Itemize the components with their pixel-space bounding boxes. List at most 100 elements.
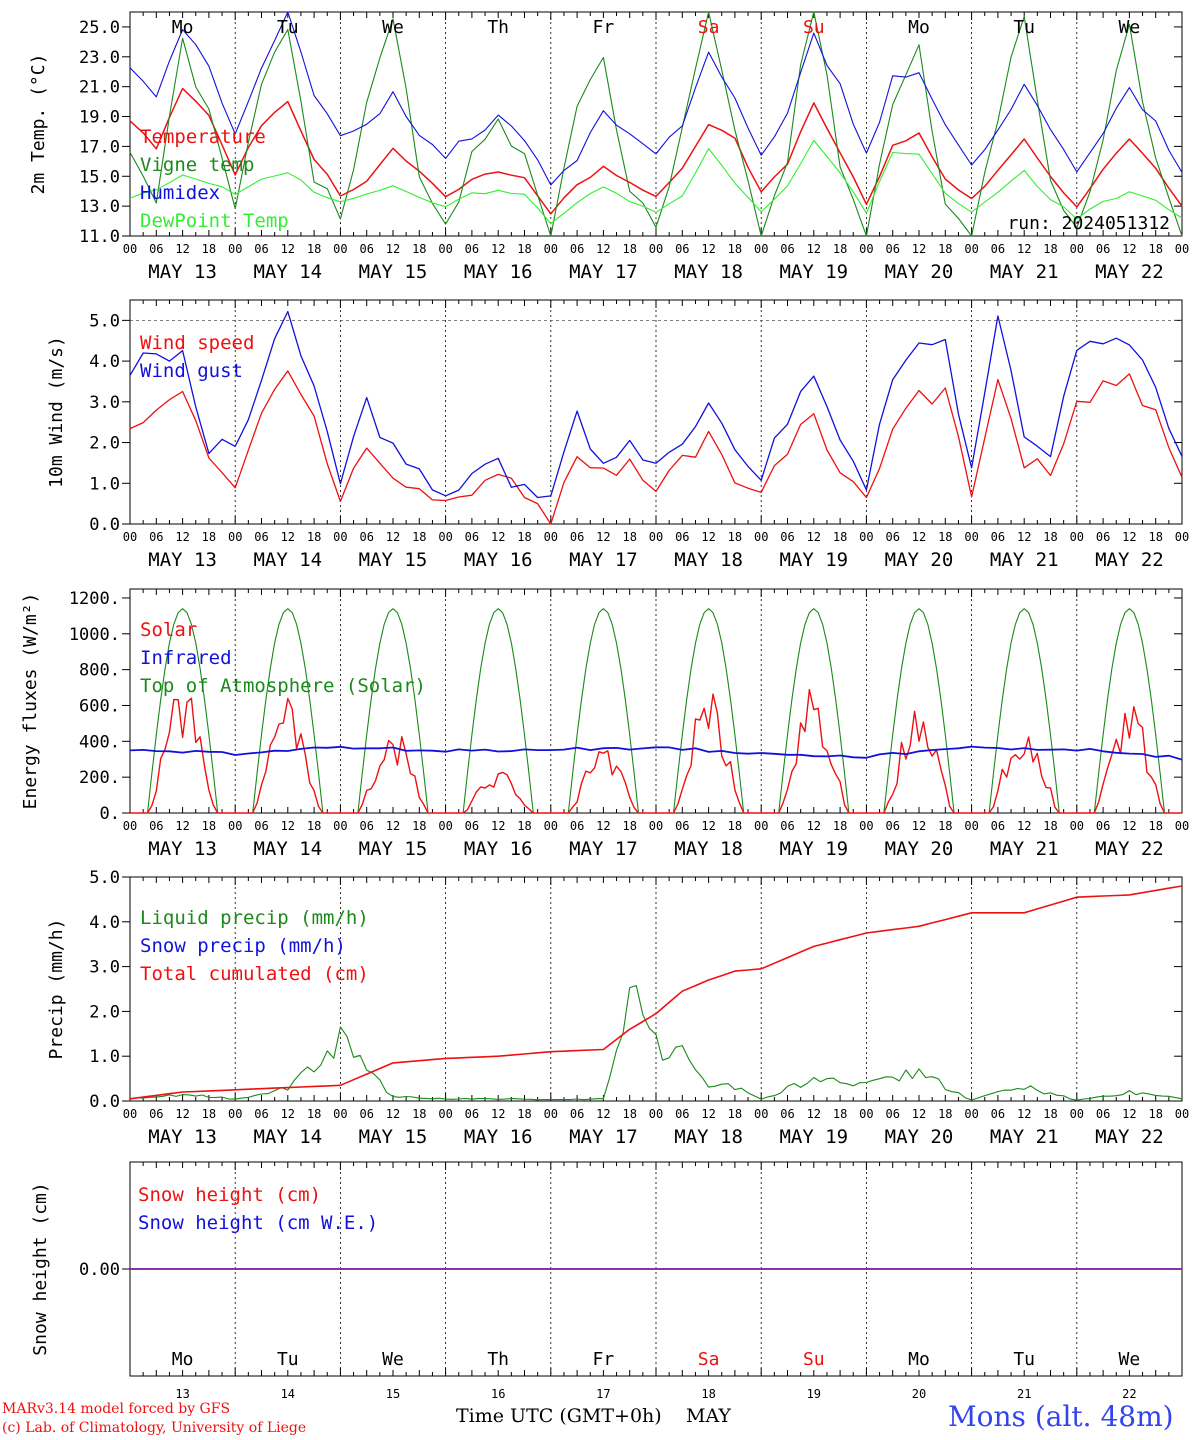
hour-tick-label: 12 <box>912 819 926 833</box>
legend-entry: Infrared <box>140 647 232 669</box>
hour-tick-label: 06 <box>991 242 1005 256</box>
date-label: MAY 20 <box>885 261 954 283</box>
legend-entry: Snow height (cm W.E.) <box>138 1212 378 1234</box>
date-label: MAY 19 <box>779 1126 848 1148</box>
hour-tick-label: 12 <box>596 530 610 544</box>
date-label: MAY 21 <box>990 549 1059 571</box>
hour-tick-label: 12 <box>807 1107 821 1121</box>
date-label: MAY 22 <box>1095 549 1164 571</box>
hour-tick-label: 06 <box>780 1107 794 1121</box>
hour-tick-label: 00 <box>438 530 452 544</box>
hour-tick-label: 18 <box>307 1107 321 1121</box>
hour-tick-label: 18 <box>412 1107 426 1121</box>
legend-entry: Liquid precip (mm/h) <box>140 907 369 929</box>
hour-tick-label: 06 <box>675 1107 689 1121</box>
hour-tick-label: 06 <box>465 1107 479 1121</box>
date-label: MAY 18 <box>674 549 743 571</box>
date-label: MAY 18 <box>674 1126 743 1148</box>
hour-tick-label: 12 <box>491 530 505 544</box>
legend-entry: Solar <box>140 619 197 641</box>
hour-tick-label: 18 <box>517 530 531 544</box>
y-tick-label: 400. <box>79 732 120 752</box>
day-label: We <box>382 17 404 38</box>
hour-tick-label: 06 <box>885 530 899 544</box>
hour-tick-label: 12 <box>1122 242 1136 256</box>
credit-line-2: (c) Lab. of Climatology, University of L… <box>2 1420 307 1436</box>
hour-tick-label: 18 <box>1148 819 1162 833</box>
y-tick-label: 5.0 <box>89 311 120 331</box>
hour-tick-label: 06 <box>149 530 163 544</box>
date-label: MAY 22 <box>1095 1126 1164 1148</box>
hour-tick-label: 18 <box>202 530 216 544</box>
day-number-axis: 13 14 15 16 17 18 19 20 21 22 <box>175 1387 1136 1401</box>
hour-tick-label: 18 <box>833 530 847 544</box>
y-tick-label: 4.0 <box>89 352 120 372</box>
legend-entry: DewPoint Temp <box>140 210 289 232</box>
hour-tick-label: 06 <box>675 242 689 256</box>
hour-tick-label: 00 <box>1175 1107 1189 1121</box>
hour-tick-label: 18 <box>202 1107 216 1121</box>
hour-tick-label: 00 <box>1070 1107 1084 1121</box>
hour-tick-label: 12 <box>386 242 400 256</box>
hour-tick-label: 12 <box>386 1107 400 1121</box>
hour-tick-label: 00 <box>438 242 452 256</box>
day-label: Su <box>803 17 825 38</box>
date-label: MAY 15 <box>359 838 428 860</box>
hour-tick-label: 12 <box>807 530 821 544</box>
hour-tick-label: 00 <box>649 819 663 833</box>
hour-tick-label: 06 <box>885 1107 899 1121</box>
hour-tick-label: 18 <box>1043 1107 1057 1121</box>
y-tick-label: 17.0 <box>79 137 120 157</box>
y-tick-label: 1200. <box>69 589 120 609</box>
date-label: MAY 17 <box>569 549 638 571</box>
date-label: MAY 16 <box>464 549 533 571</box>
panel-4-legend: Snow height (cm) Snow height (cm W.E.) <box>138 1184 378 1234</box>
hour-tick-label: 06 <box>885 242 899 256</box>
hour-tick-label: 06 <box>991 1107 1005 1121</box>
series-total-cumulated <box>129 885 1183 1100</box>
legend-entry: Humidex <box>140 182 220 204</box>
hour-tick-label: 06 <box>570 530 584 544</box>
hour-tick-label: 00 <box>123 530 137 544</box>
date-label: MAY 20 <box>885 1126 954 1148</box>
panel-4-yaxis: 0.00 Snow height (cm) <box>30 1182 1182 1356</box>
panel-0-xaxis: 00 06 12 18 00 06 12 18 00 06 12 18 00 06 12 18 00 06 12 18… <box>123 242 1189 283</box>
hour-tick-label: 06 <box>570 819 584 833</box>
hour-tick-label: 06 <box>991 530 1005 544</box>
hour-tick-label: 06 <box>675 530 689 544</box>
hour-tick-label: 06 <box>254 1107 268 1121</box>
hour-tick-label: 18 <box>938 1107 952 1121</box>
hour-tick-label: 00 <box>333 819 347 833</box>
hour-tick-label: 12 <box>1017 530 1031 544</box>
hour-tick-label: 18 <box>1148 242 1162 256</box>
hour-tick-label: 00 <box>964 530 978 544</box>
hour-tick-label: 18 <box>517 242 531 256</box>
hour-tick-label: 06 <box>254 530 268 544</box>
day-label: Tu <box>277 1349 299 1370</box>
hour-tick-label: 06 <box>465 242 479 256</box>
hour-tick-label: 18 <box>938 819 952 833</box>
date-label: MAY 19 <box>779 549 848 571</box>
date-label: MAY 16 <box>464 838 533 860</box>
day-label: We <box>1119 17 1141 38</box>
legend-entry: Wind gust <box>140 360 243 382</box>
hour-tick-label: 12 <box>1122 1107 1136 1121</box>
series-liquid-precip <box>129 985 1183 1101</box>
y-axis-title: Precip (mm/h) <box>46 919 67 1060</box>
hour-tick-label: 00 <box>859 530 873 544</box>
y-tick-label: 2.0 <box>89 1002 120 1022</box>
hour-tick-label: 00 <box>333 1107 347 1121</box>
hour-tick-label: 18 <box>307 242 321 256</box>
date-label: MAY 14 <box>253 261 322 283</box>
day-label: Fr <box>593 17 615 38</box>
x-axis-title: Time UTC (GMT+0h) <box>456 1405 662 1427</box>
series-humidex <box>129 11 1183 186</box>
date-label: MAY 15 <box>359 261 428 283</box>
y-tick-label: 11.0 <box>79 227 120 247</box>
date-label: MAY 22 <box>1095 838 1164 860</box>
day-number-label: 18 <box>701 1387 715 1401</box>
y-tick-label: 0. <box>100 804 120 824</box>
y-tick-label: 4.0 <box>89 913 120 933</box>
credit-line-1: MARv3.14 model forced by GFS <box>2 1401 231 1417</box>
y-tick-label: 5.0 <box>89 868 120 888</box>
